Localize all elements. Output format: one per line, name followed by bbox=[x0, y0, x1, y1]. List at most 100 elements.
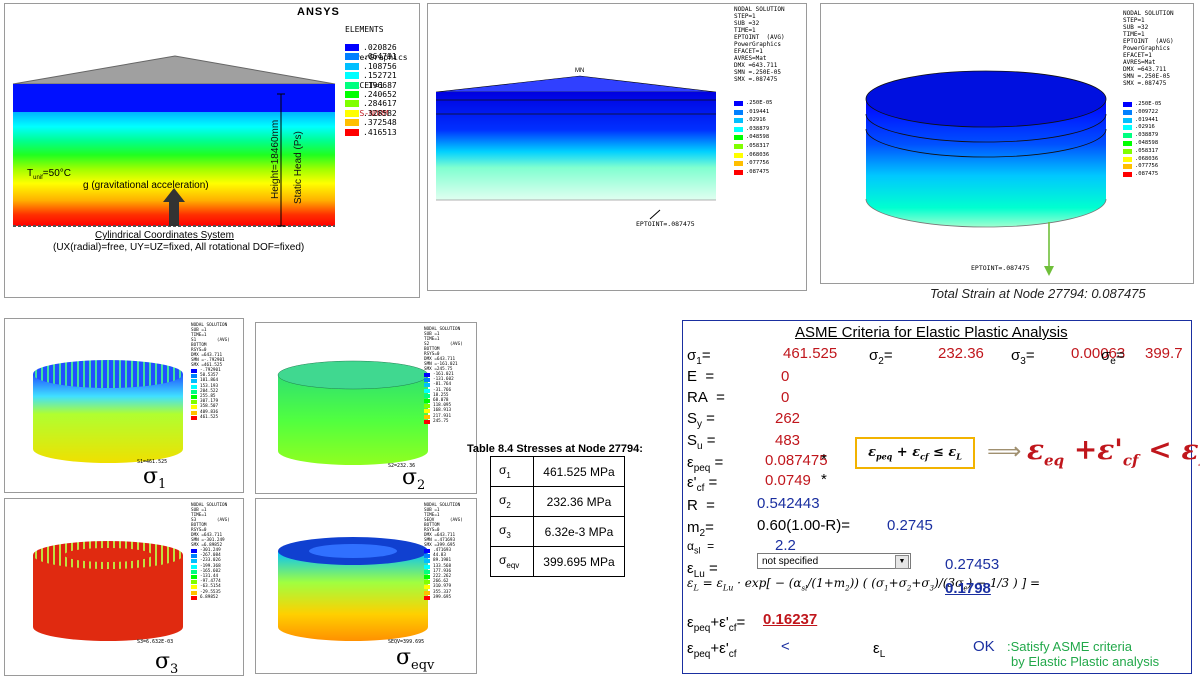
su-value: 483 bbox=[775, 432, 801, 449]
legend-header-line: S1 (AVG) bbox=[191, 338, 230, 343]
legend-swatch bbox=[345, 109, 359, 117]
probe-label: S1=461.525 bbox=[137, 459, 168, 465]
legend-swatch bbox=[424, 559, 430, 564]
pressure-legend: .020826.064791.108756.152721.196687.2406… bbox=[345, 43, 415, 136]
legend-swatch bbox=[734, 118, 743, 124]
legend-header: NODAL SOLUTION STEP=1 SUB =32 TIME=1 EPTOINT… bbox=[1123, 10, 1174, 87]
probe-label: S2=232.36 bbox=[388, 463, 416, 469]
legend-value: .02916 bbox=[1135, 124, 1155, 131]
stress-table: σ1 461.525 MPa σ2 232.36 MPa σ3 6.32e-3 MPa… bbox=[490, 456, 625, 577]
legend-swatch bbox=[424, 564, 430, 569]
legend-value: .009722 bbox=[1135, 108, 1159, 115]
legend-header-line: NODAL SOLUTION bbox=[1123, 10, 1174, 17]
legend-header-line: SMN =-161.021 bbox=[424, 362, 458, 367]
strain-legend: .250E-05.009722.019441.02916.038879.0485… bbox=[1123, 101, 1193, 182]
legend-swatch bbox=[191, 595, 197, 600]
legend-header: NODAL SOLUTION SUB =1 TIME=1 S2 (AVG) BOTTOM… bbox=[424, 327, 463, 372]
legend-header-line: SUB =32 bbox=[1123, 24, 1149, 31]
legend-value: 255.85 bbox=[200, 394, 216, 399]
legend-header: NODAL SOLUTION SUB =1 TIME=1 SEQV (AVG) BOTT… bbox=[424, 503, 463, 548]
probe-label: EPTOINT=.087475 bbox=[636, 220, 695, 228]
legend-swatch bbox=[191, 554, 197, 559]
legend-header-line: NODAL SOLUTION bbox=[191, 503, 228, 508]
legend-swatch bbox=[1123, 102, 1132, 107]
legend-value: .250E-05 bbox=[746, 100, 773, 106]
epeq-value: 0.087475 bbox=[765, 452, 828, 469]
legend-value: -97.4774 bbox=[200, 579, 221, 585]
su-label: Su = bbox=[687, 432, 716, 452]
legend-header-line: DMX =643.711 bbox=[424, 533, 456, 538]
legend-value: .038879 bbox=[746, 125, 770, 132]
stress-table-title: Table 8.4 Stresses at Node 27794: bbox=[467, 443, 643, 455]
table-row: σ1 461.525 MPa bbox=[490, 456, 625, 487]
legend-value: .020826 bbox=[363, 43, 397, 52]
legend-swatch bbox=[734, 152, 743, 158]
legend-swatch bbox=[191, 400, 197, 405]
legend-header-line: TIME=1 bbox=[734, 27, 756, 34]
legend-value: .250E-05 bbox=[1135, 101, 1162, 107]
legend-swatch bbox=[1123, 164, 1132, 170]
legend-value: -199.368 bbox=[200, 563, 221, 569]
sum-value: 0.16237 bbox=[763, 611, 818, 628]
legend-header-line: SMN =-.792901 bbox=[191, 358, 225, 363]
legend-value: -63.5154 bbox=[200, 584, 221, 590]
legend-header-line: TIME=1 bbox=[424, 513, 440, 518]
legend-swatch bbox=[345, 81, 359, 89]
legend-value: 204.522 bbox=[200, 388, 219, 394]
elu-dropdown[interactable]: not specified ▼ bbox=[757, 553, 911, 569]
sigma1-label-text: σ1= bbox=[687, 347, 711, 367]
legend-header-line: NODAL SOLUTION bbox=[734, 6, 785, 13]
sigma2-panel: σ2 NODAL SOLUTION SUB =1 TIME=1 S2 (AVG) BOT… bbox=[255, 322, 477, 494]
legend-header-line: SMN =.250E-05 bbox=[734, 69, 781, 76]
legend-header-line: S3 (AVG) bbox=[191, 518, 230, 523]
gravity-label: g (gravitational acceleration) bbox=[83, 180, 209, 191]
legend-header-line: SMN =-301.249 bbox=[191, 538, 225, 543]
e-label: E = bbox=[687, 368, 715, 385]
pressure-load-panel: ANSYS ELEMENTS PowerGraphics EFACET=1 PR… bbox=[4, 3, 420, 298]
legend-swatch bbox=[345, 100, 359, 108]
legend-value: 89.1981 bbox=[433, 558, 452, 564]
legend-header: NODAL SOLUTION SUB =1 TIME=1 S3 (AVG) BOTTOM… bbox=[191, 503, 230, 548]
legend-swatch bbox=[734, 144, 743, 149]
height-label: Height=18460mm bbox=[270, 119, 281, 199]
legend-value: .048598 bbox=[1135, 140, 1159, 146]
legend-swatch bbox=[191, 415, 197, 420]
legend-header-line: DMX =643.711 bbox=[734, 62, 778, 69]
legend-swatch bbox=[424, 554, 430, 559]
legend-value: 266.62 bbox=[433, 579, 449, 585]
legend-header-line: RSYS=0 bbox=[424, 528, 440, 533]
legend-swatch bbox=[734, 101, 743, 106]
e-value: 0 bbox=[781, 368, 790, 385]
legend-header-line: SMX =.087475 bbox=[1123, 80, 1167, 87]
legend-swatch bbox=[191, 575, 197, 579]
legend-swatch bbox=[345, 91, 359, 98]
elu-dropdown-value: not specified bbox=[762, 556, 819, 567]
legend-header-line: SMX =6.89852 bbox=[191, 543, 223, 548]
legend-value: .019441 bbox=[746, 108, 770, 115]
legend-header-line: BOTTOM bbox=[191, 523, 207, 528]
legend-header: NODAL SOLUTION STEP=1 SUB =32 TIME=1 EPTOINT… bbox=[734, 6, 785, 83]
legend-header-line: SMN =.471693 bbox=[424, 538, 456, 543]
chevron-down-icon[interactable]: ▼ bbox=[895, 555, 909, 569]
legend-value: 133.568 bbox=[433, 563, 452, 569]
legend-value: 399.695 bbox=[433, 594, 452, 600]
legend-swatch bbox=[1123, 172, 1132, 178]
legend-swatch bbox=[424, 590, 430, 595]
legend-value: .038879 bbox=[1135, 132, 1159, 139]
sigmae-value: 399.7 bbox=[1145, 345, 1183, 362]
pressure-load-plot bbox=[12, 55, 336, 227]
legend-value: .284617 bbox=[363, 99, 397, 109]
legend-swatch bbox=[734, 161, 743, 167]
legend-header-line: RSYS=0 bbox=[191, 528, 207, 533]
compare-left: εpeq+ε'cf bbox=[687, 640, 737, 660]
legend-value: 461.525 bbox=[200, 414, 219, 420]
coordinate-system-title: Cylindrical Coordinates System bbox=[95, 230, 234, 241]
legend-swatch bbox=[424, 373, 430, 377]
legend-value: 409.836 bbox=[200, 409, 219, 415]
sigma3-panel: σ3 NODAL SOLUTION SUB =1 TIME=1 S3 (AVG) BOT… bbox=[4, 498, 244, 677]
legend-value: 44.83 bbox=[433, 553, 446, 559]
legend-header: NODAL SOLUTION SUB =1 TIME=1 S1 (AVG) BOTTOM… bbox=[191, 323, 230, 368]
legend-value: .019441 bbox=[1135, 116, 1159, 123]
legend-header-line: TIME=1 bbox=[191, 333, 207, 338]
legend-swatch bbox=[424, 383, 430, 388]
